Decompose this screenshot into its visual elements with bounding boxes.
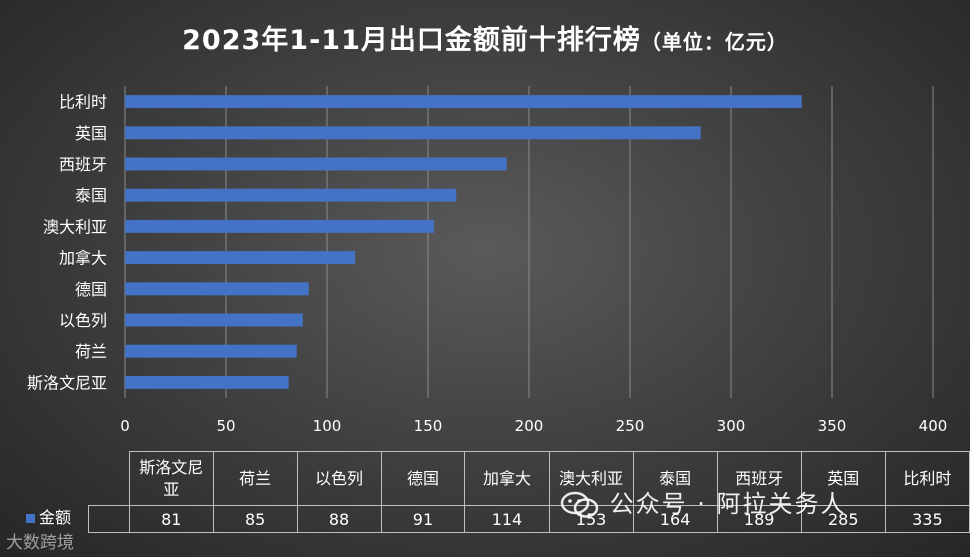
x-tick-label: 250	[616, 417, 645, 435]
data-table-value-cell: 153	[548, 505, 634, 533]
x-tick-label: 150	[414, 417, 443, 435]
chart-title: 2023年1-11月出口金额前十排行榜（单位：亿元）	[0, 18, 970, 57]
watermark: 公众号 · 阿拉关务人	[560, 484, 847, 520]
data-table-value-cell: 189	[716, 505, 802, 533]
data-table-header-cell: 泰国	[632, 451, 718, 506]
x-tick-labels: 0 50 100 150 200 250 300 350 400	[120, 417, 947, 435]
bar-3	[125, 282, 309, 296]
category-label: 泰国	[75, 186, 107, 205]
x-tick-label: 200	[515, 417, 544, 435]
bar-9	[125, 95, 802, 109]
bar-7	[125, 157, 507, 171]
data-table-value-cell: 88	[296, 505, 382, 533]
category-label: 加拿大	[59, 249, 107, 268]
data-table: 斯洛文尼亚荷兰 以色列 德国 加拿大 澳大利亚 泰国 西班牙 英国 比利时 81 85 88 91 11…	[88, 451, 970, 533]
data-table-header-row: 斯洛文尼亚荷兰 以色列 德国 加拿大 澳大利亚 泰国 西班牙 英国 比利时	[88, 451, 970, 506]
bar-6	[125, 188, 457, 202]
data-table-header-cell: 澳大利亚	[548, 451, 634, 506]
data-table-value-cell: 91	[380, 505, 466, 533]
watermark-text: 公众号 · 阿拉关务人	[609, 490, 847, 518]
category-label: 比利时	[59, 93, 107, 112]
data-table-header-cell: 以色列	[296, 451, 382, 506]
data-table-header-cell: 加拿大	[464, 451, 550, 506]
x-tick-label: 350	[818, 417, 847, 435]
data-table-value-row: 81 85 88 91 114 153 164 189 285 335	[88, 505, 970, 533]
category-label: 西班牙	[59, 155, 107, 174]
x-tick-label: 50	[216, 417, 235, 435]
bars	[125, 95, 802, 389]
data-table-value-cell: 85	[212, 505, 298, 533]
category-label: 英国	[75, 124, 107, 143]
x-tick-label: 100	[313, 417, 342, 435]
bar-0	[125, 375, 289, 389]
legend-series-name: 金额	[39, 508, 72, 527]
bar-2	[125, 313, 303, 327]
data-table-value-cell: 81	[128, 505, 214, 533]
category-label: 以色列	[59, 311, 107, 330]
data-table-header-cell: 英国	[800, 451, 886, 506]
brand-text: 大数跨境	[6, 533, 74, 553]
data-table-header-cell: 荷兰	[212, 451, 298, 506]
chart-title-unit: （单位：亿元）	[640, 30, 788, 54]
data-table-value-cell: 114	[464, 505, 550, 533]
category-labels: 斯洛文尼亚 荷兰 以色列 德国 加拿大 澳大利亚 泰国 西班牙 英国 比利时	[27, 93, 107, 393]
category-label: 澳大利亚	[43, 217, 107, 236]
legend: 金额	[26, 504, 71, 528]
brand-watermark: 大数跨境	[6, 528, 74, 553]
data-table-value-cell: 335	[884, 505, 970, 533]
bar-chart: 斯洛文尼亚 荷兰 以色列 德国 加拿大 澳大利亚 泰国 西班牙 英国 比利时 0 50 100 150 2…	[27, 86, 947, 435]
data-table-header-cell: 西班牙	[716, 451, 802, 506]
category-label: 斯洛文尼亚	[27, 373, 107, 392]
bar-4	[125, 251, 356, 265]
legend-key-swatch	[26, 514, 35, 523]
data-table-value-cell: 285	[800, 505, 886, 533]
x-tick-label: 400	[919, 417, 948, 435]
x-tick-label: 300	[717, 417, 746, 435]
data-table-header-cell: 德国	[380, 451, 466, 506]
bar-5	[125, 219, 435, 233]
data-table-header-cell: 比利时	[884, 451, 970, 506]
data-table-corner	[88, 451, 130, 506]
bar-1	[125, 344, 297, 358]
category-label: 德国	[75, 280, 107, 299]
chart-title-main: 2023年1-11月出口金额前十排行榜	[182, 25, 641, 56]
data-table-value-cell: 164	[632, 505, 718, 533]
data-table-header-cell: 斯洛文尼亚	[128, 451, 214, 506]
data-table-series-cell	[88, 505, 130, 533]
wechat-icon	[560, 491, 599, 518]
x-tick-label: 0	[120, 417, 130, 435]
bar-8	[125, 126, 701, 140]
category-label: 荷兰	[75, 342, 107, 361]
